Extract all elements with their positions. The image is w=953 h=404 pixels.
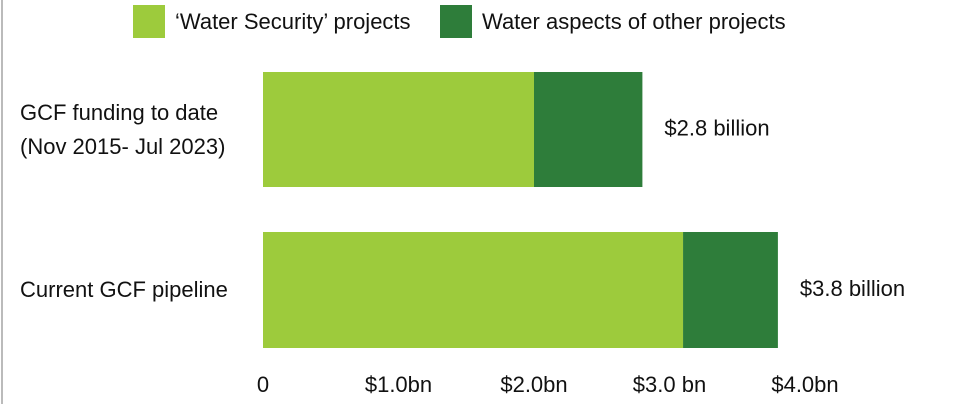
legend-label: ‘Water Security’ projects [175, 9, 411, 34]
legend-swatch [133, 5, 165, 38]
x-tick-label: $4.0bn [771, 372, 838, 397]
x-tick-label: $1.0bn [365, 372, 432, 397]
category-label: GCF funding to date (Nov 2015- Jul 2023) [20, 99, 226, 159]
x-tick-label: 0 [257, 372, 269, 397]
legend-label: Water aspects of other projects [482, 9, 786, 34]
bar-segment [683, 232, 778, 348]
x-tick-label: $3.0 bn [633, 372, 706, 397]
bar-segment [263, 72, 534, 187]
bar-segment [263, 232, 684, 348]
x-tick-label: $2.0bn [500, 372, 567, 397]
bar-segment [534, 72, 643, 187]
legend-swatch [440, 5, 472, 38]
total-label: $3.8 billion [800, 276, 905, 301]
category-label: Current GCF pipeline [20, 277, 228, 302]
total-label: $2.8 billion [664, 115, 769, 140]
